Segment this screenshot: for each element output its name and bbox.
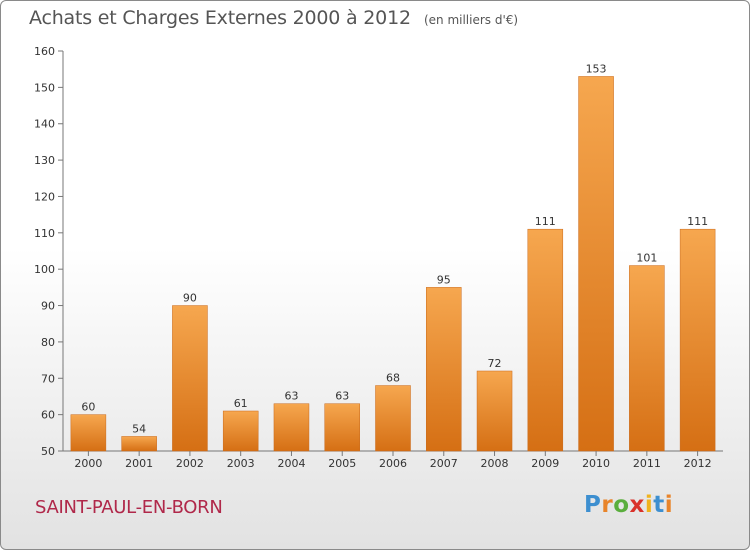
x-tick-label: 2005 [328, 457, 356, 470]
y-tick-label: 60 [41, 409, 55, 422]
bar-value-label: 68 [386, 372, 400, 385]
y-tick-label: 110 [34, 227, 55, 240]
x-tick-label: 2000 [74, 457, 102, 470]
bar [476, 370, 513, 452]
y-tick-label: 160 [34, 45, 55, 58]
bar-value-label: 63 [284, 390, 298, 403]
commune-name: SAINT-PAUL-EN-BORN [35, 497, 223, 518]
bar [222, 410, 259, 452]
bar [375, 385, 411, 452]
chart-unit: (en milliers d'€) [423, 13, 519, 27]
bar-value-label: 95 [437, 273, 451, 286]
bar-value-label: 111 [687, 215, 708, 228]
x-tick-label: 2008 [481, 457, 509, 470]
logo-letter: i [664, 492, 674, 518]
x-tick-label: 2011 [633, 457, 661, 470]
y-tick-label: 50 [41, 445, 55, 458]
bar-value-label: 54 [132, 422, 146, 435]
x-tick-label: 2003 [227, 457, 255, 470]
bar-value-label: 111 [535, 215, 556, 228]
logo-letter: r [601, 492, 614, 518]
bar [629, 265, 665, 452]
bar [273, 403, 310, 452]
bar-value-label: 153 [586, 62, 607, 75]
bar [70, 414, 107, 452]
bar-value-label: 72 [488, 357, 502, 370]
y-tick-label: 130 [34, 154, 55, 167]
chart-title-text: Achats et Charges Externes 2000 à 2012 [29, 7, 411, 29]
logo-letter: P [584, 492, 602, 518]
x-tick-label: 2006 [379, 457, 407, 470]
bar [172, 305, 208, 452]
y-tick-label: 90 [41, 300, 55, 313]
y-tick-label: 100 [34, 263, 55, 276]
x-tick-label: 2002 [176, 457, 204, 470]
y-tick-label: 120 [34, 190, 55, 203]
bar-value-label: 101 [636, 252, 657, 265]
proxiti-logo: Proxiti [584, 492, 673, 518]
x-tick-label: 2009 [531, 457, 559, 470]
chart-title: Achats et Charges Externes 2000 à 2012 (… [29, 7, 518, 29]
y-tick-label: 140 [34, 118, 55, 131]
x-tick-label: 2001 [125, 457, 153, 470]
bar-value-label: 90 [183, 292, 197, 305]
y-tick-label: 150 [34, 81, 55, 94]
logo-letter: t [653, 492, 665, 518]
logo-letter: i [644, 492, 654, 518]
bar [527, 228, 564, 452]
bar [324, 403, 360, 452]
x-tick-label: 2012 [684, 457, 712, 470]
logo-letter: o [613, 492, 630, 518]
bar-value-label: 63 [335, 390, 349, 403]
x-tick-label: 2004 [277, 457, 305, 470]
y-tick-label: 80 [41, 336, 55, 349]
bar [426, 287, 462, 452]
bar [121, 436, 157, 452]
x-tick-label: 2010 [582, 457, 610, 470]
bar [679, 228, 716, 452]
bar [578, 76, 614, 452]
bar-value-label: 61 [234, 397, 248, 410]
y-tick-label: 70 [41, 372, 55, 385]
bar-value-label: 60 [81, 401, 95, 414]
x-tick-label: 2007 [430, 457, 458, 470]
logo-letter: x [629, 492, 645, 518]
